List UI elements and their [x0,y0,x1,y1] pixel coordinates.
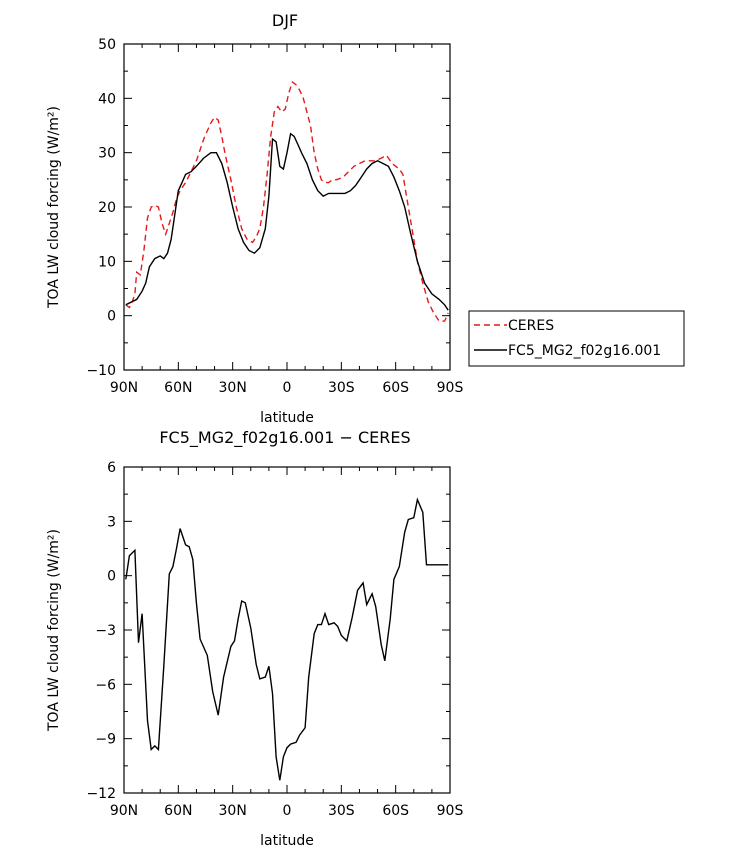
y-tick-label: 6 [107,460,116,476]
top-y-axis-label: TOA LW cloud forcing (W/m²) [46,106,62,309]
x-tick-label: 30S [328,803,355,819]
y-tick-label: 0 [107,309,116,325]
y-tick-label: 30 [98,146,116,162]
bottom-y-axis-label: TOA LW cloud forcing (W/m²) [46,529,62,732]
bottom-axis-ticks: 90N 60N 30N 0 30S 60S 90S −12 −9 −6 −3 0 3 6 [86,460,463,819]
series-line-fc5 [125,132,449,311]
bottom-series-lines [125,497,449,781]
y-tick-label: 10 [98,254,116,270]
y-tick-label: 40 [98,91,116,107]
x-tick-label: 60N [164,380,192,396]
legend-entry-ceres: CERES [508,318,554,334]
series-line-ceres [125,80,449,322]
y-tick-label: −9 [95,732,116,748]
y-tick-label: 0 [107,569,116,585]
top-chart-title: DJF [272,11,298,30]
x-tick-label: 90N [110,380,138,396]
x-tick-label: 0 [283,380,292,396]
bottom-panel: FC5_MG2_f02g16.001 − CERES latitude TOA … [46,428,463,849]
y-tick-label: 20 [98,200,116,216]
bottom-plot-frame [123,466,451,794]
top-series-lines [125,80,449,322]
y-tick-label: 3 [107,514,116,530]
bottom-chart-title: FC5_MG2_f02g16.001 − CERES [159,428,410,448]
legend: CERES FC5_MG2_f02g16.001 [468,310,685,367]
top-plot-frame [123,43,451,371]
y-tick-label: −10 [86,363,116,379]
x-tick-label: 90N [110,803,138,819]
legend-entry-fc5: FC5_MG2_f02g16.001 [508,343,661,359]
x-tick-label: 90S [437,380,464,396]
top-axis-ticks: 90N 60N 30N 0 30S 60S 90S −10 0 10 20 30 40 50 [86,37,463,396]
x-tick-label: 30N [219,803,247,819]
top-panel: DJF latitude TOA LW cloud forcing (W/m²)… [46,11,463,426]
y-tick-label: −6 [95,677,116,693]
y-tick-label: −12 [86,786,116,802]
x-tick-label: 60S [382,380,409,396]
bottom-x-axis-label: latitude [260,833,314,849]
x-tick-label: 60N [164,803,192,819]
y-tick-label: −3 [95,623,116,639]
x-tick-label: 0 [283,803,292,819]
series-line-difference [125,497,449,781]
x-tick-label: 30S [328,380,355,396]
legend-box [468,310,685,367]
y-tick-label: 50 [98,37,116,53]
x-tick-label: 90S [437,803,464,819]
x-tick-label: 60S [382,803,409,819]
x-tick-label: 30N [219,380,247,396]
top-x-axis-label: latitude [260,410,314,426]
